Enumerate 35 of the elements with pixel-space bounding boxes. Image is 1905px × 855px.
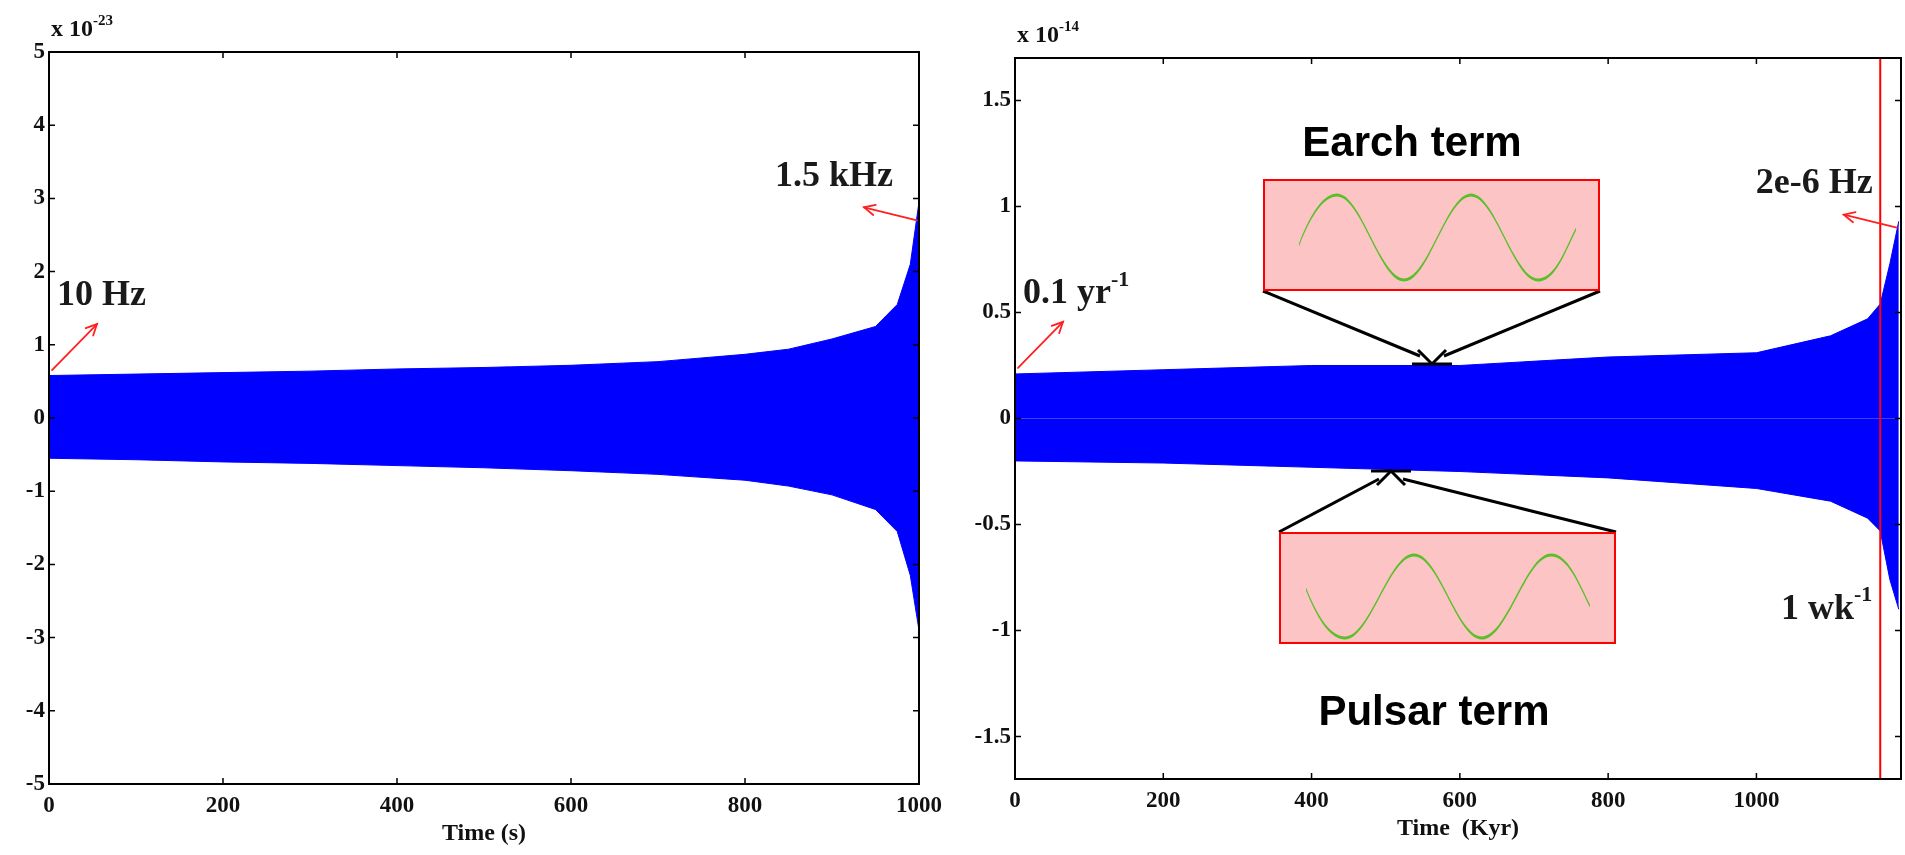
annotation: Earch term	[1302, 118, 1522, 166]
x-axis-title: Time (Kyr)	[1396, 814, 1520, 841]
x-tick-label: 800	[727, 791, 763, 817]
x-tick-label: 600	[1442, 786, 1478, 812]
y-tick-label: 2	[33, 257, 45, 283]
y-tick-label: 4	[33, 111, 46, 137]
y-tick-label: -3	[25, 623, 45, 649]
y-tick-label: 3	[33, 184, 45, 210]
y-tick-label: 1.5	[982, 86, 1011, 112]
y-tick-label: -1	[991, 616, 1011, 642]
y-tick-label: 0.5	[982, 298, 1011, 324]
y-tick-label: 0	[999, 404, 1011, 430]
x-axis-title: Time (s)	[441, 819, 527, 846]
x-tick-label: 800	[1590, 786, 1626, 812]
y-tick-label: -2	[25, 550, 45, 576]
x-tick-label: 400	[379, 791, 415, 817]
y-tick-label: -1.5	[974, 722, 1011, 748]
y-tick-label: -1	[25, 477, 45, 503]
y-tick-label: 0	[33, 403, 45, 429]
y-tick-label: 1	[999, 192, 1011, 218]
x-tick-label: 1000	[896, 791, 942, 817]
x-tick-label: 200	[1146, 786, 1181, 812]
annotation: Pulsar term	[1318, 687, 1550, 735]
x-tick-label: 600	[553, 791, 589, 817]
y-tick-label: 1	[33, 330, 45, 356]
annotation: 1.5 kHz	[775, 153, 894, 194]
y-tick-label: -0.5	[974, 510, 1011, 536]
y-tick-label: -4	[25, 696, 46, 722]
annotation: 2e-6 Hz	[1755, 160, 1873, 201]
y-tick-label: 5	[33, 37, 45, 63]
annotation: 10 Hz	[57, 273, 146, 314]
x-tick-label: 200	[205, 791, 241, 817]
y-tick-label: -5	[25, 769, 45, 795]
x-tick-label: 400	[1294, 786, 1329, 812]
x-tick-label: 1000	[1733, 786, 1780, 812]
